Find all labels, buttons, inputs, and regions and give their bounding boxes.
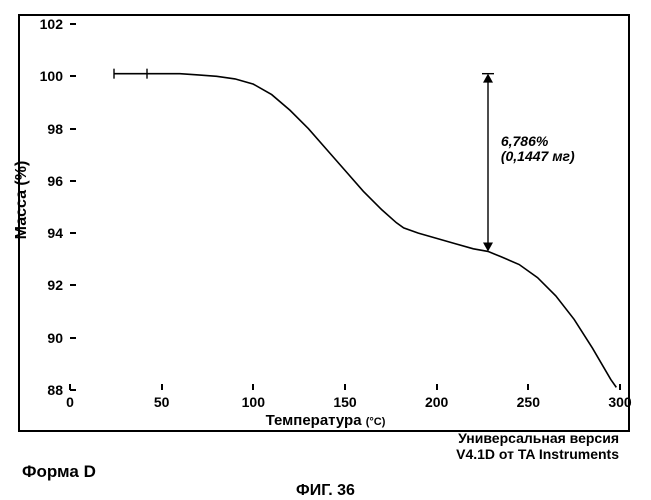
x-tick-label: 0 [66, 394, 74, 410]
x-tick-mark [527, 384, 529, 390]
attribution-line2: V4.1D от TA Instruments [456, 446, 619, 462]
x-tick-mark [252, 384, 254, 390]
x-tick-mark [619, 384, 621, 390]
form-label: Форма D [22, 462, 96, 482]
x-tick-label: 100 [242, 394, 265, 410]
mass-loss-callout: 6,786% (0,1447 мг) [501, 134, 575, 165]
x-tick-label: 150 [333, 394, 356, 410]
x-tick-mark [344, 384, 346, 390]
y-tick-label: 94 [47, 225, 63, 241]
x-tick-mark [161, 384, 163, 390]
x-tick-label: 200 [425, 394, 448, 410]
y-tick-mark [70, 75, 76, 77]
callout-mg: (0,1447 мг) [501, 149, 575, 164]
y-tick-label: 92 [47, 277, 63, 293]
x-tick-label: 300 [608, 394, 631, 410]
figure-label: ФИГ. 36 [0, 482, 651, 500]
y-tick-mark [70, 284, 76, 286]
y-axis-title: Масса (%) [13, 161, 31, 240]
attribution-line1: Универсальная версия [456, 430, 619, 446]
y-tick-label: 96 [47, 173, 63, 189]
x-tick-label: 250 [517, 394, 540, 410]
x-tick-mark [69, 384, 71, 390]
y-tick-mark [70, 23, 76, 25]
y-tick-mark [70, 232, 76, 234]
y-tick-mark [70, 337, 76, 339]
tga-curve [114, 74, 616, 388]
y-tick-label: 100 [40, 68, 63, 84]
y-tick-label: 98 [47, 121, 63, 137]
x-tick-label: 50 [154, 394, 170, 410]
x-axis-unit: (°C) [366, 416, 386, 428]
y-tick-label: 102 [40, 16, 63, 32]
x-tick-mark [436, 384, 438, 390]
y-tick-label: 90 [47, 330, 63, 346]
x-axis-title-text: Температура [266, 412, 362, 429]
y-tick-mark [70, 128, 76, 130]
callout-annotation [114, 69, 494, 252]
x-axis-title: Температура (°C) [0, 412, 651, 429]
callout-percent: 6,786% [501, 134, 575, 149]
software-attribution: Универсальная версия V4.1D от TA Instrum… [456, 430, 619, 462]
y-tick-mark [70, 180, 76, 182]
y-tick-label: 88 [47, 382, 63, 398]
